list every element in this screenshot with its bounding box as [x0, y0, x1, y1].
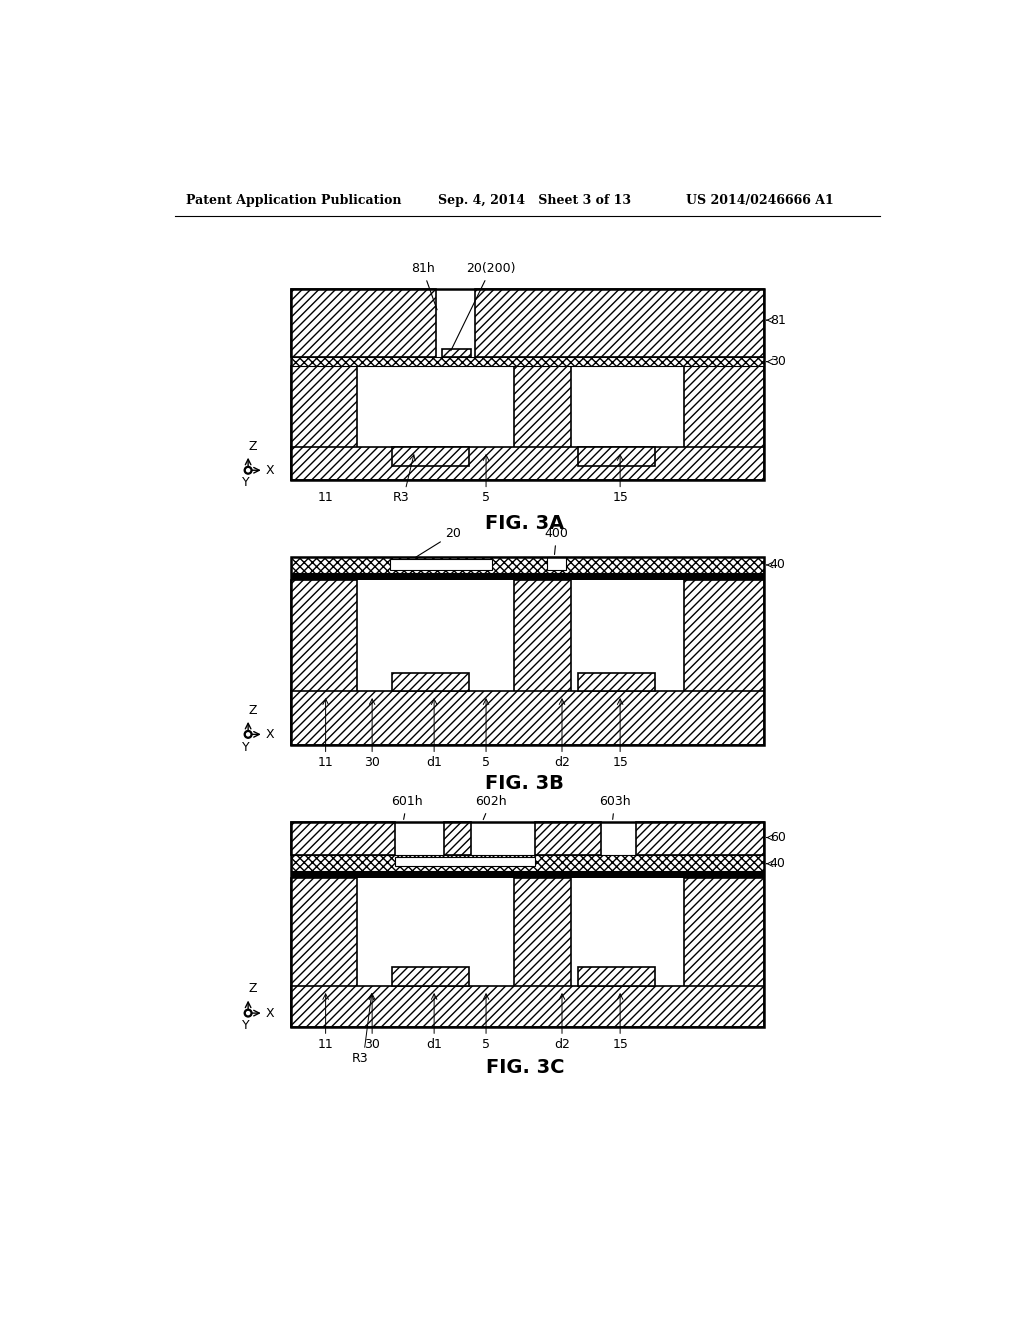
Circle shape [245, 466, 252, 474]
Bar [291, 692, 764, 744]
Text: d1: d1 [426, 756, 442, 770]
Text: 15: 15 [612, 1038, 628, 1051]
Bar [391, 966, 469, 986]
Text: Y: Y [242, 477, 250, 490]
Bar [291, 289, 764, 480]
Text: d2: d2 [554, 1038, 570, 1051]
Text: 11: 11 [317, 491, 334, 504]
Text: FIG. 3A: FIG. 3A [485, 515, 564, 533]
Circle shape [245, 730, 252, 738]
Text: 5: 5 [482, 491, 490, 504]
Text: 11: 11 [317, 1038, 334, 1051]
Text: 15: 15 [612, 756, 628, 770]
Bar [578, 966, 655, 986]
Text: 20(200): 20(200) [451, 263, 515, 351]
Text: 5: 5 [482, 756, 490, 770]
Bar [514, 366, 571, 480]
Bar [395, 857, 535, 866]
Text: 11: 11 [317, 756, 334, 770]
Text: X: X [265, 1007, 273, 1019]
Text: 602h: 602h [475, 795, 507, 820]
Bar [291, 822, 395, 855]
Bar [291, 447, 764, 480]
Text: R3: R3 [352, 1052, 369, 1065]
Circle shape [247, 733, 250, 737]
Bar [514, 581, 571, 744]
Text: Y: Y [242, 1019, 250, 1032]
Bar [475, 289, 764, 358]
Bar [291, 822, 764, 1027]
Text: Z: Z [249, 704, 257, 717]
Text: 81h: 81h [411, 263, 437, 310]
Text: Z: Z [249, 440, 257, 453]
Bar [684, 878, 764, 1027]
Bar [578, 447, 655, 466]
Bar [390, 558, 493, 570]
Text: 400: 400 [545, 527, 568, 554]
Text: 30: 30 [365, 756, 380, 770]
Bar [291, 366, 356, 480]
Text: X: X [265, 727, 273, 741]
Bar [291, 358, 764, 367]
Bar [442, 350, 471, 358]
Text: Y: Y [242, 741, 250, 754]
Text: Patent Application Publication: Patent Application Publication [186, 194, 401, 207]
Bar [291, 557, 764, 744]
Bar [636, 822, 764, 855]
Bar [291, 986, 764, 1027]
Text: R3: R3 [392, 491, 410, 504]
Text: d2: d2 [554, 756, 570, 770]
Text: Z: Z [249, 982, 257, 995]
Bar [444, 822, 471, 855]
Bar [291, 289, 436, 358]
Text: US 2014/0246666 A1: US 2014/0246666 A1 [686, 194, 834, 207]
Bar [291, 878, 356, 1027]
Text: FIG. 3C: FIG. 3C [485, 1057, 564, 1077]
Bar [514, 878, 571, 1027]
Bar [391, 447, 469, 466]
Bar [684, 366, 764, 480]
Bar [535, 822, 601, 855]
Text: 20: 20 [416, 527, 462, 557]
Text: 601h: 601h [391, 795, 423, 820]
Bar [291, 358, 764, 367]
Circle shape [245, 1010, 252, 1016]
Text: 40: 40 [770, 558, 785, 572]
Bar [291, 557, 764, 573]
Circle shape [247, 469, 250, 471]
Circle shape [247, 1011, 250, 1015]
Text: 60: 60 [770, 832, 785, 843]
Bar [547, 557, 566, 570]
Text: 5: 5 [482, 1038, 490, 1051]
Text: 81: 81 [770, 314, 785, 326]
Bar [684, 581, 764, 744]
Text: d1: d1 [426, 1038, 442, 1051]
Text: 15: 15 [612, 491, 628, 504]
Bar [291, 573, 764, 581]
Bar [291, 855, 764, 871]
Bar [578, 673, 655, 692]
Bar [291, 581, 356, 744]
Text: X: X [265, 463, 273, 477]
Text: Sep. 4, 2014   Sheet 3 of 13: Sep. 4, 2014 Sheet 3 of 13 [438, 194, 631, 207]
Bar [291, 871, 764, 878]
Bar [391, 673, 469, 692]
Text: FIG. 3B: FIG. 3B [485, 775, 564, 793]
Text: 30: 30 [365, 1038, 380, 1051]
Text: 603h: 603h [599, 795, 631, 820]
Text: 30: 30 [770, 355, 785, 368]
Text: 40: 40 [770, 857, 785, 870]
